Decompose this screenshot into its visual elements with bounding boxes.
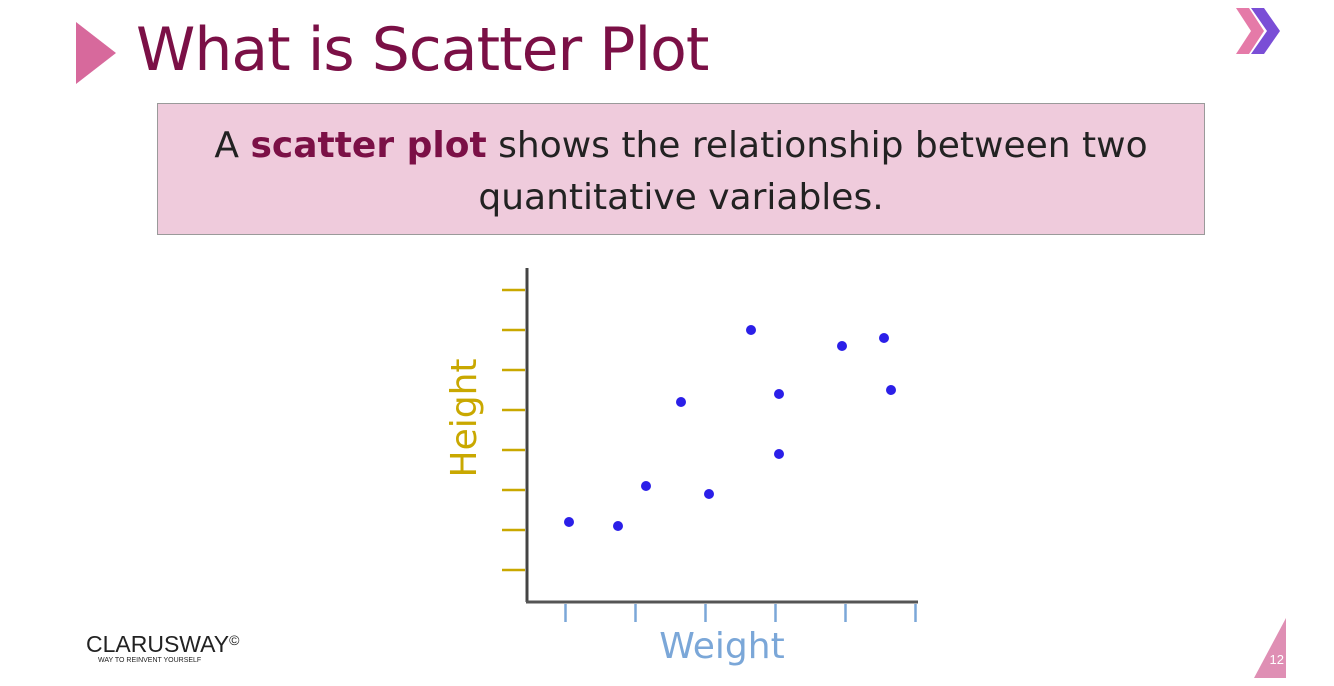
definition-suffix: shows the relationship between two quant… xyxy=(478,125,1148,218)
data-point-8 xyxy=(774,389,784,399)
scatter-chart-svg: Weight Height xyxy=(444,268,918,667)
data-point-10 xyxy=(879,333,889,343)
x-axis-label: Weight xyxy=(659,626,784,667)
definition-emphasis: scatter plot xyxy=(250,125,487,166)
page-title: What is Scatter Plot xyxy=(136,15,709,85)
double-chevron-right-icon[interactable] xyxy=(1234,6,1282,56)
scatter-chart: Weight Height xyxy=(430,258,950,678)
data-point-1 xyxy=(564,517,574,527)
data-point-5 xyxy=(704,489,714,499)
data-point-4 xyxy=(676,397,686,407)
logo-copyright: © xyxy=(229,632,240,648)
title-arrow-icon xyxy=(76,22,116,84)
data-point-11 xyxy=(886,385,896,395)
logo-name: CLARUSWAY xyxy=(86,631,230,657)
data-point-6 xyxy=(746,325,756,335)
page-number: 12 xyxy=(1269,652,1284,667)
page-corner-triangle xyxy=(1254,618,1286,678)
clarusway-logo: CLARUSWAY© WAY TO REINVENT YOURSELF xyxy=(86,631,239,664)
y-axis-label: Height xyxy=(444,358,485,477)
data-point-7 xyxy=(774,449,784,459)
definition-prefix: A xyxy=(214,125,251,166)
data-point-3 xyxy=(641,481,651,491)
logo-tagline: WAY TO REINVENT YOURSELF xyxy=(98,657,202,664)
definition-box: A scatter plot shows the relationship be… xyxy=(157,103,1205,235)
data-point-2 xyxy=(613,521,623,531)
data-point-9 xyxy=(837,341,847,351)
